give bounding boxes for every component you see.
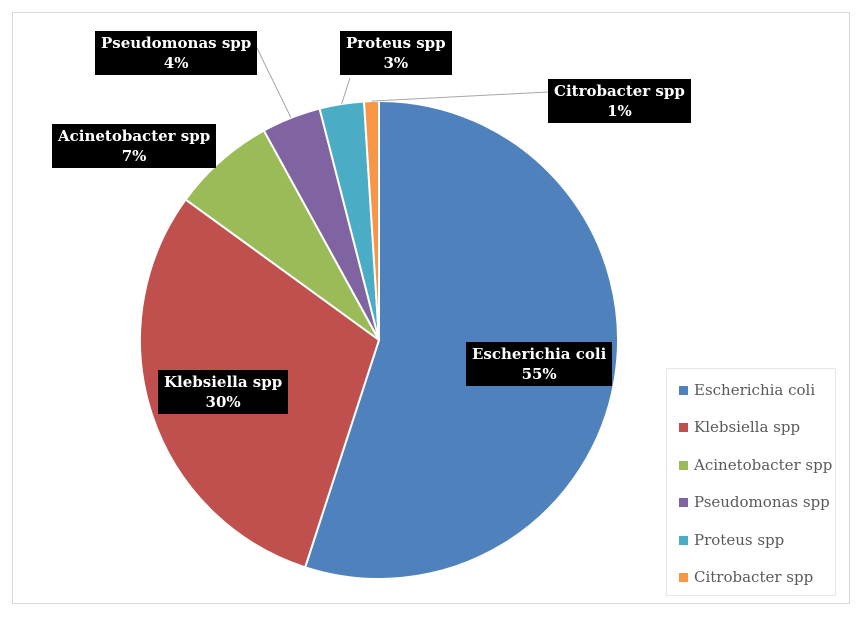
label-klebsiella-value: 30% bbox=[205, 393, 241, 411]
label-citrobacter: Citrobacter spp 1% bbox=[548, 79, 691, 123]
label-escherichia-coli-value: 55% bbox=[521, 365, 557, 383]
legend-item-klebsiella: Klebsiella spp bbox=[679, 418, 800, 436]
legend-label-acinetobacter: Acinetobacter spp bbox=[694, 456, 833, 474]
label-citrobacter-value: 1% bbox=[607, 102, 632, 120]
legend-swatch-proteus bbox=[679, 535, 688, 545]
legend-swatch-escherichia-coli bbox=[679, 385, 688, 395]
legend-label-klebsiella: Klebsiella spp bbox=[694, 418, 801, 436]
pie-slice-acinetobacter bbox=[184, 129, 380, 341]
legend-item-pseudomonas: Pseudomonas spp bbox=[679, 493, 830, 511]
leader-line-proteus bbox=[341, 77, 351, 105]
legend-swatch-acinetobacter bbox=[679, 460, 688, 470]
label-proteus-value: 3% bbox=[383, 54, 409, 72]
label-proteus-name: Proteus spp bbox=[346, 34, 446, 52]
pie-slice-escherichia-coli bbox=[303, 99, 619, 580]
legend-label-citrobacter: Citrobacter spp bbox=[694, 568, 814, 586]
label-escherichia-coli: Escherichia coli 55% bbox=[466, 342, 613, 386]
label-acinetobacter-value: 7% bbox=[121, 147, 147, 165]
legend-swatch-citrobacter bbox=[679, 572, 688, 582]
legend-item-proteus: Proteus spp bbox=[679, 531, 784, 549]
label-pseudomonas-name: Pseudomonas spp bbox=[101, 34, 252, 52]
legend-item-citrobacter: Citrobacter spp bbox=[679, 568, 813, 586]
legend: Escherichia coli Klebsiella spp Acinetob… bbox=[666, 368, 836, 596]
label-pseudomonas-value: 4% bbox=[163, 54, 189, 72]
label-proteus: Proteus spp 3% bbox=[340, 31, 452, 75]
legend-label-pseudomonas: Pseudomonas spp bbox=[694, 493, 830, 511]
legend-swatch-klebsiella bbox=[679, 422, 688, 432]
legend-label-escherichia-coli: Escherichia coli bbox=[694, 381, 816, 399]
label-klebsiella: Klebsiella spp 30% bbox=[158, 370, 289, 414]
label-acinetobacter-name: Acinetobacter spp bbox=[58, 127, 211, 145]
leader-line-pseudomonas bbox=[254, 43, 292, 119]
label-klebsiella-name: Klebsiella spp bbox=[164, 373, 283, 391]
label-escherichia-coli-name: Escherichia coli bbox=[472, 345, 607, 363]
label-pseudomonas: Pseudomonas spp 4% bbox=[95, 31, 258, 75]
legend-swatch-pseudomonas bbox=[679, 497, 688, 507]
leader-line-citrobacter bbox=[371, 91, 549, 102]
label-acinetobacter: Acinetobacter spp 7% bbox=[52, 124, 217, 168]
label-citrobacter-name: Citrobacter spp bbox=[554, 82, 685, 100]
legend-label-proteus: Proteus spp bbox=[694, 531, 785, 549]
legend-item-acinetobacter: Acinetobacter spp bbox=[679, 456, 832, 474]
legend-item-escherichia-coli: Escherichia coli bbox=[679, 381, 815, 399]
